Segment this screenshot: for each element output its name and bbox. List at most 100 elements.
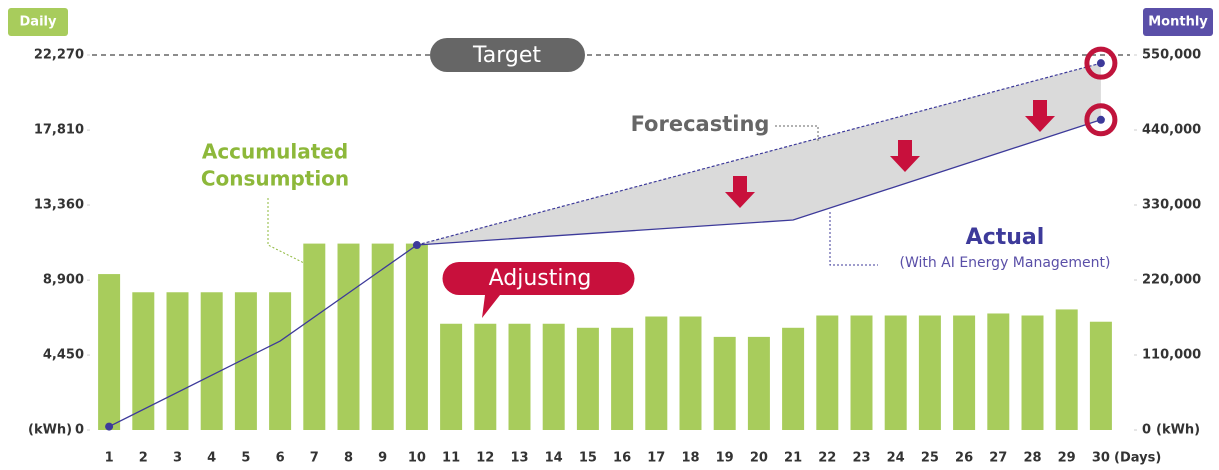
point <box>1096 59 1105 68</box>
x-tick-label: 25 <box>921 451 939 466</box>
monthly-badge <box>1143 8 1213 36</box>
x-tick-label: 5 <box>241 451 250 466</box>
y2-tick-label: 440,000 <box>1142 123 1201 138</box>
accumulated-label: Consumption <box>201 167 349 191</box>
down-arrow <box>890 140 920 172</box>
y2-tick-label: 550,000 <box>1142 48 1201 63</box>
x-tick-label: 2 <box>139 451 148 466</box>
bar <box>269 292 292 430</box>
x-tick-label: 13 <box>510 451 528 466</box>
bar <box>440 323 463 430</box>
x-tick-label: 23 <box>852 451 870 466</box>
bar <box>337 243 360 430</box>
point <box>1096 115 1105 124</box>
x-tick-label: 16 <box>613 451 631 466</box>
target-pill <box>430 38 585 72</box>
y-tick-label: 0 <box>75 423 84 438</box>
x-tick-label: 29 <box>1058 451 1076 466</box>
x-tick-label: 20 <box>750 451 768 466</box>
bar <box>747 336 770 430</box>
bar <box>782 327 805 430</box>
x-tick-label: 17 <box>647 451 665 466</box>
bar <box>405 243 428 430</box>
x-tick-label: 15 <box>579 451 597 466</box>
bar <box>576 327 599 430</box>
bar <box>474 323 497 430</box>
x-tick-label: 3 <box>173 451 182 466</box>
bar <box>884 315 907 430</box>
bar <box>1055 309 1078 430</box>
x-tick-label: 22 <box>818 451 836 466</box>
x-tick-label: 11 <box>442 451 460 466</box>
actual-label: Actual <box>966 225 1045 250</box>
bar <box>234 292 257 430</box>
bar <box>611 327 634 430</box>
bar <box>987 313 1010 430</box>
monthly-label: Monthly <box>1148 15 1208 30</box>
bar <box>200 292 223 430</box>
bar <box>132 292 155 430</box>
actual-connector <box>829 212 878 266</box>
bar <box>1021 315 1044 430</box>
x-tick-label: 30 <box>1092 451 1110 466</box>
x-tick-label: 21 <box>784 451 802 466</box>
bar <box>166 292 189 430</box>
y-tick-label: 8,900 <box>43 273 84 288</box>
accumulated-connector <box>267 198 305 264</box>
bar <box>679 316 702 430</box>
bar <box>508 323 531 430</box>
bar <box>850 315 873 430</box>
x-tick-label: 12 <box>476 451 494 466</box>
target-label: Target <box>472 43 541 68</box>
bar <box>542 323 565 430</box>
bar <box>371 243 394 430</box>
y2-unit: (kWh) <box>1156 423 1200 438</box>
x-tick-label: 1 <box>105 451 114 466</box>
y2-tick-label: 330,000 <box>1142 198 1201 213</box>
end-ring <box>1084 103 1118 137</box>
daily-badge <box>8 8 68 36</box>
y-tick-label: 13,360 <box>34 198 84 213</box>
bar <box>303 243 326 430</box>
bar <box>713 336 736 430</box>
point <box>412 241 421 250</box>
y2-tick-label: 220,000 <box>1142 273 1201 288</box>
x-tick-label: 19 <box>716 451 734 466</box>
accumulated-label: Accumulated <box>202 140 348 164</box>
x-tick-label: 14 <box>545 451 563 466</box>
daily-label: Daily <box>20 15 57 30</box>
point <box>105 422 114 431</box>
y-tick-label: 4,450 <box>43 348 84 363</box>
x-tick-label: 6 <box>276 451 285 466</box>
bar <box>1089 321 1112 430</box>
y-tick-label: 17,810 <box>34 123 84 138</box>
y2-tick-label: 110,000 <box>1142 348 1201 363</box>
x-tick-label: 27 <box>989 451 1007 466</box>
bar <box>953 315 976 430</box>
x-tick-label: 9 <box>378 451 387 466</box>
y-tick-label: 22,270 <box>34 48 84 63</box>
x-tick-label: 4 <box>207 451 216 466</box>
end-ring <box>1084 46 1118 80</box>
y-unit: (kWh) <box>28 423 72 438</box>
down-arrow <box>725 176 755 208</box>
bar <box>645 316 668 430</box>
y2-tick-label: 0 <box>1142 423 1151 438</box>
x-axis-label: (Days) <box>1114 451 1161 466</box>
x-tick-label: 28 <box>1023 451 1041 466</box>
bar <box>98 274 121 430</box>
x-tick-label: 8 <box>344 451 353 466</box>
x-tick-label: 10 <box>408 451 426 466</box>
bar <box>918 315 941 430</box>
line <box>416 62 1102 246</box>
x-tick-label: 26 <box>955 451 973 466</box>
adjusting-label: Adjusting <box>489 266 592 291</box>
bar <box>816 315 839 430</box>
down-arrow <box>1025 100 1055 132</box>
x-tick-label: 18 <box>681 451 699 466</box>
x-tick-label: 24 <box>887 451 905 466</box>
forecast-label: Forecasting <box>631 112 770 136</box>
adjusting-pill <box>442 262 635 318</box>
